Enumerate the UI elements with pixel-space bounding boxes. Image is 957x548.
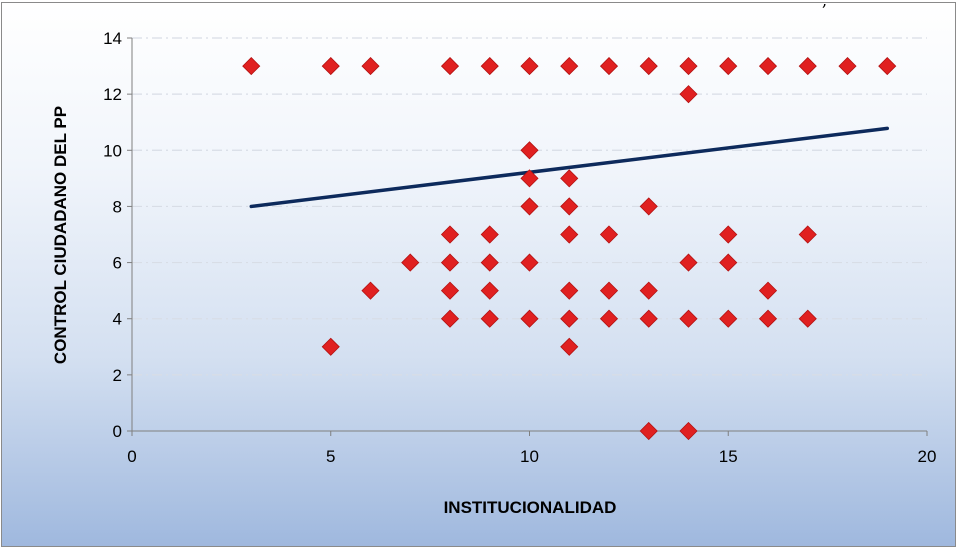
data-point: [560, 225, 579, 244]
data-point: [639, 57, 658, 76]
x-tick-label-15: 15: [719, 447, 738, 466]
data-point: [758, 57, 778, 76]
data-point: [480, 225, 499, 244]
data-point: [321, 337, 340, 356]
data-point: [520, 141, 539, 160]
data-point: [758, 309, 778, 328]
x-tick-label-0: 0: [127, 447, 136, 466]
data-point: [520, 57, 539, 76]
data-point: [480, 281, 499, 300]
top-text-fragment: ,: [822, 0, 828, 10]
data-point: [520, 197, 539, 216]
data-point: [758, 281, 778, 300]
y-tick-label-6: 6: [113, 254, 122, 273]
tick-labels: 0 2 4 6 8 10 12 14 0 5 10 15 20: [103, 29, 936, 466]
data-point: [242, 57, 261, 76]
data-point: [440, 253, 460, 272]
data-point: [599, 309, 619, 328]
data-point: [560, 57, 579, 76]
data-point: [719, 57, 738, 76]
data-point: [480, 309, 499, 328]
data-point: [798, 309, 817, 328]
y-axis-title: CONTROL CIUDADANO DEL PP: [51, 106, 70, 364]
x-tick-label-20: 20: [918, 447, 937, 466]
x-tick-label-10: 10: [520, 447, 539, 466]
data-point: [599, 281, 619, 300]
data-point: [599, 225, 619, 244]
data-point: [679, 309, 698, 328]
data-point: [719, 253, 738, 272]
y-tick-label-2: 2: [113, 366, 122, 385]
data-point: [560, 337, 579, 356]
data-point: [560, 281, 579, 300]
gridlines: [132, 37, 927, 376]
data-point: [719, 225, 738, 244]
data-point: [520, 169, 539, 188]
data-point: [679, 57, 698, 76]
trendline: [249, 126, 889, 209]
scatter-chart: 0 2 4 6 8 10 12 14 0 5 10 15 20 INSTITUCIONALIDAD CO…: [51, 29, 936, 517]
data-point: [798, 57, 817, 76]
data-point: [719, 309, 738, 328]
data-point: [440, 57, 460, 76]
data-point: [679, 421, 698, 441]
data-point: [639, 197, 658, 216]
data-point: [480, 57, 499, 76]
trendline-group: [249, 126, 889, 209]
data-point: [440, 309, 460, 328]
data-point: [361, 281, 380, 300]
data-point: [520, 253, 539, 272]
y-tick-label-0: 0: [113, 422, 122, 441]
y-tick-label-4: 4: [113, 310, 122, 329]
data-point: [639, 421, 658, 441]
data-point: [560, 309, 579, 328]
data-point: [520, 309, 539, 328]
data-point: [401, 253, 420, 272]
data-points: [242, 57, 897, 441]
data-point: [480, 253, 499, 272]
data-point: [599, 57, 619, 76]
y-tick-label-12: 12: [103, 85, 122, 104]
data-point: [560, 169, 579, 188]
data-point: [679, 253, 698, 272]
data-point: [440, 225, 460, 244]
x-axis-title: INSTITUCIONALIDAD: [444, 498, 617, 517]
data-point: [321, 57, 340, 76]
data-point: [798, 225, 817, 244]
axes: [127, 37, 928, 436]
data-point: [560, 197, 579, 216]
data-point: [639, 309, 658, 328]
data-point: [878, 57, 897, 76]
x-tick-label-5: 5: [326, 447, 335, 466]
y-tick-label-8: 8: [113, 197, 122, 216]
data-point: [440, 281, 460, 300]
y-tick-label-14: 14: [103, 29, 122, 48]
data-point: [361, 57, 380, 76]
y-tick-label-10: 10: [103, 141, 122, 160]
data-point: [639, 281, 658, 300]
data-point: [679, 85, 698, 104]
data-point: [838, 57, 857, 76]
